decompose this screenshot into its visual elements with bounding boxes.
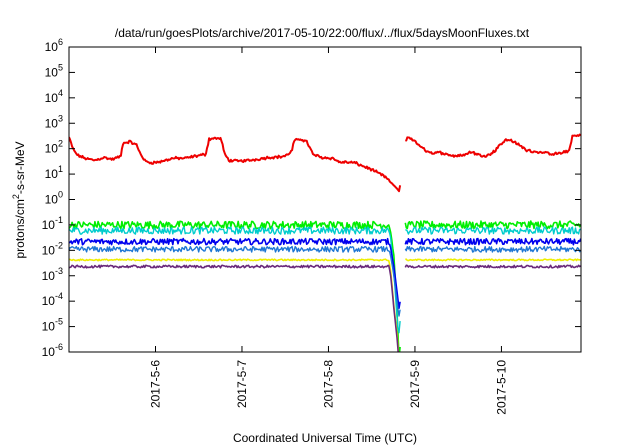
y-tick-label: 103 <box>45 113 63 130</box>
x-tick-label: 2017-5-6 <box>148 360 162 408</box>
y-tick-label: 10-5 <box>42 317 63 334</box>
x-tick-label: 2017-5-8 <box>321 360 335 408</box>
y-tick-label: 106 <box>45 37 63 54</box>
x-tick-label: 2017-5-10 <box>494 360 508 415</box>
x-tick-label: 2017-5-7 <box>235 360 249 408</box>
series-line-1 <box>69 133 581 193</box>
x-tick-label: 2017-5-9 <box>408 360 422 408</box>
chart-title: /data/run/goesPlots/archive/2017-05-10/2… <box>115 26 530 40</box>
series-line-4 <box>69 237 581 309</box>
series-line-6 <box>69 258 581 352</box>
y-tick-label: 10-2 <box>42 240 63 257</box>
y-axis-label: protons/cm2-s-sr-MeV <box>11 141 27 258</box>
y-tick-label: 105 <box>45 62 63 79</box>
y-tick-label: 101 <box>45 164 63 181</box>
y-tick-label: 104 <box>45 88 63 105</box>
y-tick-label: 10-1 <box>42 215 63 232</box>
series-line-3 <box>69 226 581 334</box>
y-tick-label: 10-6 <box>42 342 63 359</box>
x-axis: 2017-5-6 2017-5-7 2017-5-8 2017-5-9 2017-5-1… <box>148 47 508 415</box>
y-axis: 10-6 10-5 10-4 10-3 10-2 10-1 100 101 102 103 104 1… <box>42 37 581 359</box>
y-tick-label: 10-3 <box>42 266 63 283</box>
y-tick-label: 100 <box>45 190 63 207</box>
series-layer <box>69 133 581 352</box>
y-tick-label: 102 <box>45 139 63 156</box>
x-axis-label: Coordinated Universal Time (UTC) <box>233 431 417 445</box>
series-line-5 <box>69 245 581 317</box>
y-tick-label: 10-4 <box>42 291 63 308</box>
series-line-7 <box>69 264 581 352</box>
plot-frame <box>68 46 582 353</box>
